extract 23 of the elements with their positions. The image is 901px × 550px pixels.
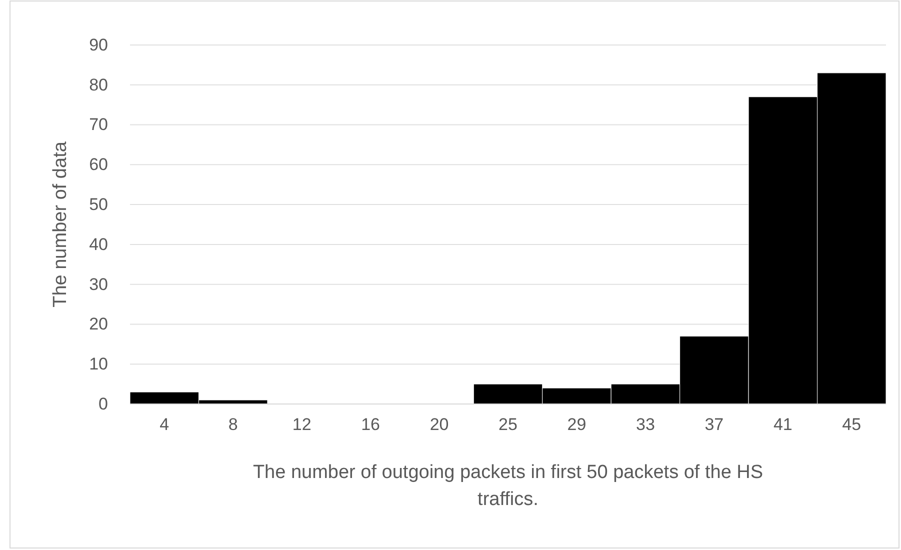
x-tick-label: 33 (636, 415, 655, 434)
x-tick-label: 4 (160, 415, 170, 434)
y-tick-label: 70 (89, 115, 108, 134)
x-tick-label: 25 (498, 415, 518, 434)
y-tick-label: 90 (89, 35, 108, 54)
y-tick-label: 50 (89, 194, 108, 214)
x-tick-label: 41 (773, 415, 792, 434)
x-tick-label: 12 (292, 415, 312, 434)
x-tick-label: 20 (430, 415, 449, 434)
y-tick-label: 0 (98, 394, 108, 414)
y-tick-label: 80 (89, 75, 108, 94)
x-tick-label: 45 (842, 415, 862, 434)
y-axis-title: The number of data (50, 141, 71, 308)
y-tick-label: 60 (89, 155, 108, 174)
y-tick-label: 10 (89, 354, 108, 374)
x-tick-label: 37 (704, 415, 724, 434)
x-tick-label: 16 (361, 415, 380, 434)
x-tick-label: 29 (567, 415, 586, 434)
y-tick-label: 30 (89, 274, 108, 294)
x-axis-title: The number of outgoing packets in first 50 packets of the HS traffics. (252, 462, 764, 510)
y-tick-label: 40 (89, 234, 108, 254)
x-tick-label: 8 (228, 415, 238, 434)
y-tick-label: 20 (89, 314, 108, 334)
